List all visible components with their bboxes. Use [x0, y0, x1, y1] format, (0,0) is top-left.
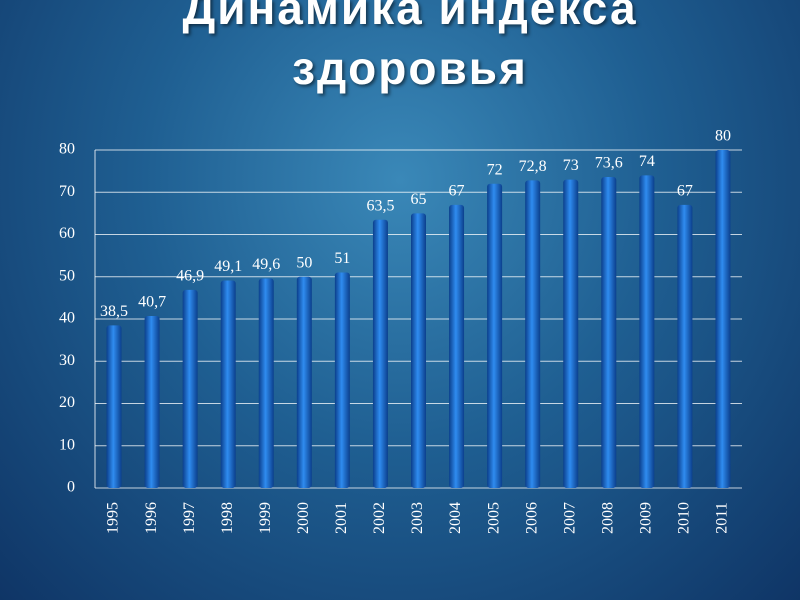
value-label: 51 — [334, 250, 350, 267]
bar — [525, 180, 541, 489]
y-tick-label: 50 — [59, 267, 75, 284]
bar — [334, 272, 350, 488]
x-tick-label: 2001 — [333, 502, 350, 534]
y-tick-label: 20 — [59, 394, 75, 411]
x-tick-label: 1999 — [257, 502, 274, 534]
bar — [182, 289, 198, 488]
bar — [258, 278, 274, 488]
value-label: 50 — [296, 254, 312, 271]
bar — [144, 316, 160, 488]
bar — [677, 204, 693, 489]
value-label: 72,8 — [519, 158, 547, 175]
value-label: 74 — [639, 153, 655, 170]
value-label: 80 — [715, 128, 731, 145]
value-label: 73 — [563, 157, 579, 174]
value-label: 38,5 — [100, 303, 128, 320]
value-label: 49,1 — [214, 258, 242, 275]
value-label: 67 — [677, 183, 693, 200]
value-label: 49,6 — [252, 256, 280, 273]
x-tick-label: 1995 — [105, 502, 122, 534]
x-tick-label: 1996 — [143, 502, 160, 534]
value-label: 67 — [449, 183, 465, 200]
x-tick-label: 1997 — [181, 502, 198, 534]
y-tick-label: 70 — [59, 183, 75, 200]
y-tick-label: 60 — [59, 225, 75, 242]
bar — [106, 325, 122, 488]
x-tick-label: 2006 — [523, 502, 540, 534]
bar — [296, 276, 312, 488]
x-tick-label: 2005 — [485, 502, 502, 534]
x-tick-label: 2008 — [599, 502, 616, 534]
y-tick-label: 40 — [59, 310, 75, 327]
x-tick-label: 2004 — [447, 502, 464, 534]
value-label: 72 — [487, 161, 503, 178]
chart-title: Динамика индекса здоровья — [182, 0, 638, 94]
x-tick-label: 2009 — [638, 502, 655, 534]
x-tick-label: 2010 — [676, 502, 693, 534]
x-tick-label: 2003 — [409, 502, 426, 534]
y-tick-label: 0 — [67, 479, 75, 496]
x-tick-label: 2000 — [295, 502, 312, 534]
bar — [372, 219, 388, 488]
value-label: 65 — [411, 191, 427, 208]
x-tick-label: 2002 — [371, 502, 388, 534]
value-label: 73,6 — [595, 155, 623, 172]
value-label: 46,9 — [176, 268, 204, 285]
bar — [411, 213, 426, 488]
x-tick-label: 2007 — [561, 502, 578, 534]
bar — [487, 183, 503, 489]
bar — [639, 175, 655, 488]
bar — [449, 204, 465, 489]
bar — [601, 177, 617, 489]
bar — [563, 179, 579, 488]
x-tick-label: 1998 — [219, 502, 236, 534]
y-tick-label: 30 — [59, 352, 75, 369]
x-tick-label: 2011 — [714, 502, 731, 533]
bar — [220, 280, 236, 488]
y-tick-label: 10 — [59, 436, 75, 453]
bar — [715, 150, 731, 488]
value-label: 40,7 — [138, 294, 166, 311]
value-label: 63,5 — [366, 197, 394, 214]
y-tick-label: 80 — [59, 141, 75, 158]
